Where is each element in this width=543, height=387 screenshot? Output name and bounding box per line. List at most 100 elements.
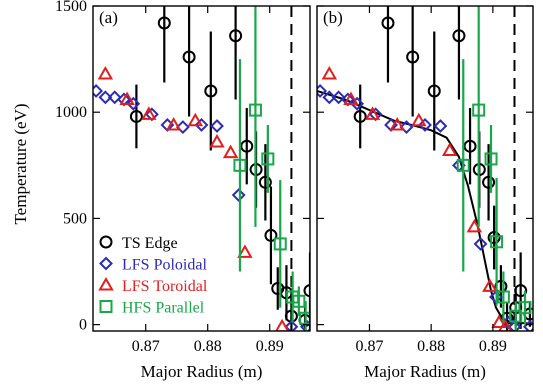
data-point [141,106,157,120]
data-point [491,314,507,329]
x-tick-label: 0.88 [194,338,222,355]
data-point [406,50,420,64]
data-point [456,158,470,172]
data-point [514,284,528,298]
data-point [126,96,141,111]
data-point [210,119,224,133]
data-point [258,175,272,189]
series-lfs-tor [97,65,290,331]
data-point [389,116,405,131]
data-point [482,278,498,292]
legend-marker [99,256,113,271]
data-point [321,65,338,80]
data-point [441,142,458,156]
data-point [119,91,135,105]
x-tick-label: 0.89 [479,338,507,355]
y-tick-label: 1000 [55,104,87,121]
data-point [350,96,365,111]
y-tick-label: 500 [63,210,87,227]
data-point [518,301,532,315]
data-point [482,175,496,189]
legend-entry: LFS Poloidal [99,256,207,274]
data-point [248,103,262,117]
data-point [264,228,278,242]
legend-marker [99,300,113,313]
panel-label: (b) [323,8,343,27]
data-point [98,90,113,105]
data-point [490,235,504,249]
data-point [165,116,182,131]
data-point [229,29,243,43]
data-point [317,84,327,98]
data-point [299,311,310,325]
data-point [194,118,209,132]
x-tick-label: 0.87 [132,338,160,355]
x-axis-label: Major Radius (m) [364,362,486,381]
data-point [292,294,306,308]
data-point [472,103,486,117]
data-point [129,109,143,123]
data-point [353,109,367,123]
data-point [498,318,513,331]
data-point [331,90,346,105]
data-point [261,152,275,166]
data-point [187,112,204,127]
data-point [237,244,253,258]
data-point [284,319,299,331]
data-point [303,284,310,298]
x-axis-label: Major Radius (m) [141,362,263,381]
data-point [484,152,498,166]
data-point [204,84,218,98]
series-lfs-tor [321,65,513,331]
legend-marker [98,276,114,291]
data-point [433,119,448,133]
legend-label: LFS Poloidal [122,257,207,274]
y-axis-label: Temperature (eV) [11,103,30,224]
panel-b: 0.87 0.88 0.89 Major Radius (m) (b) [316,5,534,381]
series-hfs [456,6,532,331]
data-point [473,236,488,251]
data-point [107,90,122,105]
data-point [343,91,359,105]
data-point [463,139,477,153]
data-point [175,120,190,134]
y-tick-label: 0 [79,317,87,334]
plot-area [93,6,310,331]
data-point [240,139,254,153]
legend: TS Edge LFS Poloidal LFS Toroidal HFS Paral… [98,235,208,317]
panel-a: 0 500 1000 1500 0.87 0.88 0.89 Major Radius (m)… [55,0,311,381]
series-lfs-pol [93,84,310,331]
x-tick-label: 0.87 [355,338,383,355]
y-tick-label: 1500 [55,0,87,15]
data-point [509,309,523,323]
data-point [233,158,247,172]
data-point [496,290,510,304]
x-tick-label: 0.89 [256,338,284,355]
plot-area [317,6,533,331]
data-point [364,106,381,120]
x-tick-label: 0.88 [417,338,445,355]
data-point [507,319,522,331]
data-point [427,84,441,98]
axes-frame [316,5,534,332]
data-point [452,29,466,43]
data-point [182,50,196,64]
series-hfs [233,6,310,331]
legend-entry: HFS Parallel [99,300,205,317]
legend-label: HFS Parallel [122,300,205,317]
data-point [322,90,337,105]
data-point [399,120,414,134]
data-point [97,65,114,80]
legend-entry: TS Edge [99,235,178,252]
legend-label: TS Edge [122,235,178,252]
legend-label: LFS Toroidal [122,278,208,295]
data-point [487,231,501,245]
data-point [157,16,171,30]
data-point [381,16,395,30]
data-point [231,188,246,202]
data-point [273,237,287,251]
data-point [93,84,104,98]
legend-marker [99,235,113,249]
legend-entry: LFS Toroidal [98,276,208,295]
